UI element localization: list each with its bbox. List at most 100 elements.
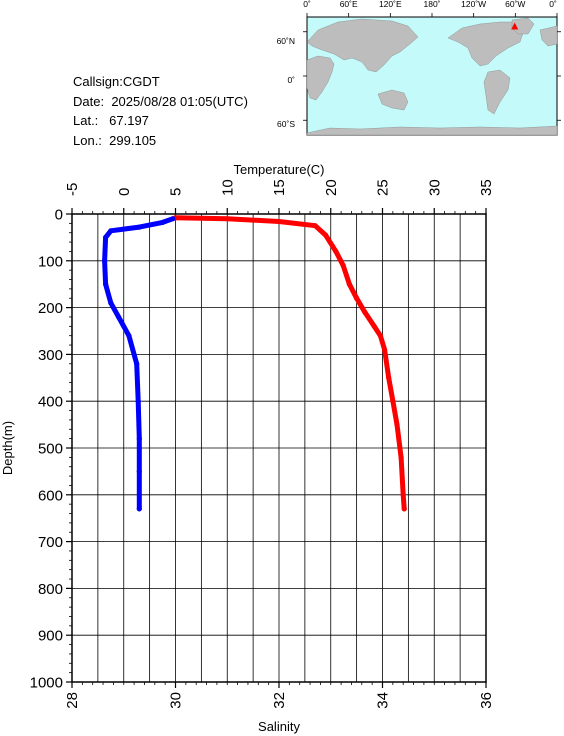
map-lon-label-0: 0˚: [303, 0, 311, 9]
temp-tick-30: 30: [426, 179, 443, 196]
temperature-point: [401, 506, 407, 512]
date-value: 2025/08/28 01:05(UTC): [111, 93, 248, 109]
salinity-point: [103, 281, 109, 287]
salinity-point: [136, 224, 142, 230]
land-north-america: [447, 21, 525, 67]
lat-value: 67.197: [109, 113, 149, 128]
map-land: [306, 17, 558, 136]
axis-ticks: [66, 208, 487, 688]
map-lon-label-60w: 60˚W: [505, 0, 525, 9]
temperature-point: [340, 262, 346, 269]
depth-tick-600: 600: [38, 487, 63, 504]
map-lat-label-60n: 60˚N: [277, 36, 295, 46]
depth-tick-300: 300: [38, 347, 63, 364]
chart-grid: [72, 214, 486, 682]
salinity-tick-labels: 28 30 32 34 36: [64, 692, 495, 709]
temperature-point: [377, 333, 384, 339]
temp-tick-35: 35: [478, 179, 495, 196]
profile-chart: 0 100 200 300 400 500 600 700 800 900 10…: [0, 162, 495, 734]
temperature-point: [312, 223, 318, 229]
salinity-points: [102, 216, 176, 512]
salinity-point: [103, 234, 109, 240]
temperature-point: [333, 248, 339, 255]
salinity-point: [136, 506, 142, 512]
depth-tick-1000: 1000: [30, 675, 63, 692]
temp-tick-0: 0: [116, 188, 133, 196]
salinity-point: [134, 361, 140, 367]
callsign-text: Callsign:CGDT: [73, 74, 160, 89]
depth-tick-700: 700: [38, 534, 63, 551]
sal-tick-30: 30: [168, 692, 185, 709]
temperature-point: [390, 398, 396, 404]
lat-label: Lat.:: [73, 113, 99, 128]
temperature-point: [386, 375, 392, 381]
depth-tick-900: 900: [38, 628, 63, 645]
map-labels: 0˚ 60˚E 120˚E 180˚ 120˚W 60˚W 0˚ 60˚N 0˚…: [277, 0, 557, 129]
salinity-point: [102, 258, 108, 264]
sal-tick-36: 36: [478, 692, 495, 709]
lon-value: 299.105: [109, 132, 157, 148]
salinity-point: [159, 219, 166, 226]
land-antarctica: [306, 125, 558, 136]
salinity-axis-label: Salinity: [258, 719, 300, 734]
temperature-point: [224, 216, 230, 222]
temperature-point: [398, 454, 404, 460]
map-lon-label-0-east: 0˚: [549, 0, 557, 9]
temp-tick-m5: -5: [64, 183, 81, 196]
lon-label: Lon.:: [73, 132, 102, 148]
depth-tick-200: 200: [38, 300, 63, 317]
temp-tick-15: 15: [271, 179, 288, 196]
map-lat-label-0: 0˚: [287, 75, 295, 85]
depth-tick-800: 800: [38, 581, 63, 598]
sal-tick-34: 34: [375, 692, 392, 709]
station-marker: [511, 22, 519, 30]
map-lat-label-60s: 60˚S: [277, 119, 295, 129]
temperature-point: [371, 323, 377, 329]
depth-tick-500: 500: [38, 441, 63, 458]
depth-tick-0: 0: [55, 207, 63, 224]
land-europe-edge: [539, 25, 558, 47]
land-australia: [377, 89, 409, 111]
temperature-point: [276, 218, 282, 225]
depth-tick-100: 100: [38, 253, 63, 270]
temperature-axis-label: Temperature(C): [233, 162, 324, 177]
salinity-point: [135, 398, 141, 404]
temperature-point: [354, 295, 360, 301]
sal-tick-28: 28: [64, 692, 81, 709]
station-info: Callsign:CGDT Date: 2025/08/28 01:05(UTC…: [73, 72, 248, 150]
temp-tick-20: 20: [323, 179, 340, 196]
world-map-inset: 0˚ 60˚E 120˚E 180˚ 120˚W 60˚W 0˚ 60˚N 0˚…: [277, 0, 561, 136]
land-south-america: [483, 69, 511, 115]
temperature-tick-labels: -5 0 5 10 15 20 25 30 35: [64, 179, 495, 196]
land-africa: [306, 55, 335, 101]
temperature-point: [400, 492, 406, 498]
date-label: Date:: [73, 93, 105, 109]
depth-axis-label: Depth(m): [0, 421, 15, 475]
map-lon-label-120w: 120˚W: [461, 0, 486, 9]
map-lon-label-60e: 60˚E: [340, 0, 358, 9]
temperature-profile-line: [173, 215, 407, 512]
depth-tick-400: 400: [38, 394, 63, 411]
sal-tick-32: 32: [271, 692, 288, 709]
map-lon-label-180: 180˚: [423, 0, 440, 9]
salinity-point: [170, 216, 176, 222]
salinity-point: [108, 228, 114, 234]
temp-tick-10: 10: [219, 179, 236, 196]
temp-tick-25: 25: [375, 179, 392, 196]
temp-tick-5: 5: [168, 188, 185, 196]
salinity-point: [108, 300, 114, 306]
salinity-point: [136, 436, 142, 442]
temperature-point: [362, 309, 368, 315]
temperature-point: [346, 281, 352, 287]
temperature-point: [381, 347, 388, 353]
map-frame-ticks: [303, 13, 561, 121]
salinity-point: [115, 314, 122, 320]
land-eurasia: [306, 18, 419, 73]
depth-tick-labels: 0 100 200 300 400 500 600 700 800 900 10…: [30, 207, 63, 692]
temperature-points: [172, 215, 407, 512]
temperature-point: [322, 232, 329, 238]
salinity-point: [136, 468, 142, 474]
temperature-point: [394, 422, 400, 428]
map-lon-label-120e: 120˚E: [379, 0, 402, 9]
